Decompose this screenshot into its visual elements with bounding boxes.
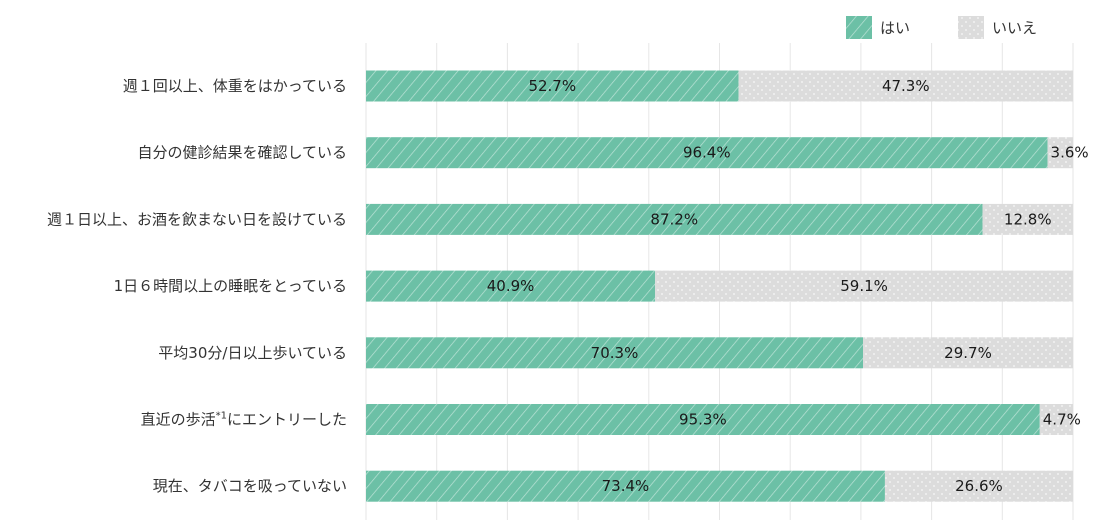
- bar-yes: [366, 137, 1048, 169]
- category-label: 平均30分/日以上歩いている: [158, 344, 347, 362]
- bar-no: [655, 270, 1073, 302]
- bar-no: [884, 470, 1073, 502]
- category-label: 週１日以上、お酒を飲まない日を設けている: [47, 210, 347, 228]
- value-label-no: 47.3%: [882, 77, 930, 95]
- legend-label-yes: はい: [880, 19, 910, 37]
- value-label-yes: 95.3%: [679, 411, 727, 429]
- value-label-no: 59.1%: [840, 277, 888, 295]
- value-label-yes: 40.9%: [487, 277, 535, 295]
- bar-no: [738, 70, 1073, 102]
- value-label-yes: 87.2%: [650, 210, 698, 228]
- value-label-no: 12.8%: [1004, 210, 1052, 228]
- bar-yes: [366, 470, 885, 502]
- bar-yes: [366, 70, 739, 102]
- bar-no: [982, 203, 1073, 235]
- value-label-yes: 73.4%: [602, 477, 650, 495]
- legend-label-no: いいえ: [992, 19, 1037, 37]
- bar-yes: [366, 337, 864, 369]
- category-label: 現在、タバコを吸っていない: [153, 477, 347, 495]
- category-label: 自分の健診結果を確認している: [137, 144, 347, 162]
- value-label-no: 26.6%: [955, 477, 1003, 495]
- value-label-no: 4.7%: [1043, 411, 1081, 429]
- bar-no: [1039, 404, 1073, 435]
- bar-no: [863, 337, 1073, 369]
- bar-yes: [366, 270, 656, 302]
- value-label-no: 29.7%: [944, 344, 992, 362]
- legend: はい いいえ: [846, 16, 1037, 39]
- value-label-no: 3.6%: [1051, 144, 1089, 162]
- value-label-yes: 70.3%: [591, 344, 639, 362]
- value-label-yes: 52.7%: [528, 77, 576, 95]
- bar-yes: [366, 404, 1040, 435]
- value-label-yes: 96.4%: [683, 144, 731, 162]
- legend-swatch-no: [958, 16, 984, 39]
- category-label: 直近の歩活*1にエントリーした: [141, 411, 347, 429]
- category-label: 週１回以上、体重をはかっている: [123, 77, 347, 95]
- category-label: 1日６時間以上の睡眠をとっている: [114, 277, 347, 295]
- bars: 52.7% 47.3% 96.4% 3.6% 87.2% 12.8% 40.9% 59.1% 7…: [366, 70, 1089, 502]
- category-labels: 週１回以上、体重をはかっている自分の健診結果を確認している週１日以上、お酒を飲ま…: [47, 77, 347, 495]
- bar-yes: [366, 203, 983, 235]
- legend-swatch-yes: [846, 16, 872, 39]
- bar-no: [1047, 137, 1073, 169]
